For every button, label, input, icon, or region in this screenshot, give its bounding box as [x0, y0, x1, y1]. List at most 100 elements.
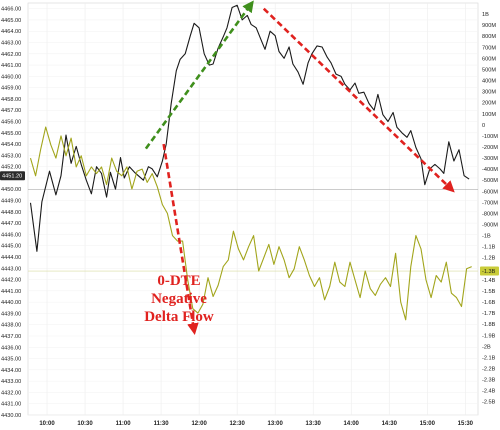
delta-flow-series-line [29, 126, 472, 321]
right-tick-label: -1.2B [482, 256, 496, 262]
left-tick-label: 4432.00 [1, 390, 21, 396]
left-tick-label: 4465.00 [1, 18, 21, 24]
left-tick-label: 4457.00 [1, 108, 21, 114]
x-tick-label: 10:00 [39, 421, 55, 427]
left-tick-label: 4438.00 [1, 323, 21, 329]
right-tick-label: 700M [482, 45, 496, 51]
price-badge-label: 4451.20 [2, 174, 22, 180]
right-tick-label: -1.5B [482, 289, 496, 295]
right-tick-label: -1.6B [482, 300, 496, 306]
left-tick-label: 4458.00 [1, 97, 21, 103]
left-tick-label: 4463.00 [1, 41, 21, 47]
reference-line-layer [28, 188, 478, 272]
right-tick-label: -800M [482, 211, 498, 217]
series-layer [29, 4, 472, 321]
left-tick-label: 4442.00 [1, 278, 21, 284]
x-tick-label: 15:00 [420, 421, 436, 427]
left-tick-label: 4464.00 [1, 29, 21, 35]
left-tick-label: 4462.00 [1, 52, 21, 58]
right-tick-label: 300M [482, 90, 496, 96]
left-tick-label: 4448.00 [1, 210, 21, 216]
right-tick-label: -500M [482, 178, 498, 184]
right-tick-label: -300M [482, 156, 498, 162]
x-tick-label: 14:00 [344, 421, 360, 427]
left-tick-label: 4466.00 [1, 7, 21, 13]
red-down-arrow-left [162, 143, 199, 335]
right-tick-label: -2.5B [482, 400, 496, 406]
left-tick-label: 4452.00 [1, 165, 21, 171]
left-tick-label: 4460.00 [1, 74, 21, 80]
right-tick-label: -1.9B [482, 333, 496, 339]
right-tick-label: -900M [482, 223, 498, 229]
right-tick-label: 900M [482, 23, 496, 29]
x-tick-label: 12:30 [229, 421, 245, 427]
red-down-arrow-right [262, 7, 455, 193]
left-tick-label: 4455.00 [1, 131, 21, 137]
right-tick-label: 600M [482, 56, 496, 62]
right-tick-label: 400M [482, 79, 496, 85]
left-tick-label: 4435.00 [1, 357, 21, 363]
green-up-arrow [144, 0, 254, 150]
left-tick-label: 4446.00 [1, 232, 21, 238]
right-tick-label: 800M [482, 34, 496, 40]
right-tick-label: 1B [482, 12, 489, 18]
left-tick-label: 4450.00 [1, 187, 21, 193]
plot-frame [27, 2, 479, 416]
right-tick-label: -2B [482, 344, 491, 350]
x-tick-label: 12:00 [191, 421, 207, 427]
right-tick-label: -100M [482, 134, 498, 140]
right-tick-label: -600M [482, 189, 498, 195]
price-series-line [29, 4, 470, 252]
x-tick-label: 15:30 [458, 421, 474, 427]
right-tick-label: -2.3B [482, 378, 496, 384]
left-tick-label: 4444.00 [1, 255, 21, 261]
axis-layer: 4430.00 4431.00 4432.00 4433.00 4434.00 4435.… [0, 7, 499, 427]
left-tick-label: 4440.00 [1, 300, 21, 306]
annotation-line: Negative [151, 291, 207, 307]
left-tick-label: 4447.00 [1, 221, 21, 227]
flow-badge [480, 266, 499, 276]
right-tick-label: 500M [482, 67, 496, 73]
right-tick-label: -1.4B [482, 278, 496, 284]
right-tick-label: -1B [482, 234, 491, 240]
right-tick-label: 0 [482, 123, 485, 129]
right-tick-label: -1.1B [482, 245, 496, 251]
left-tick-label: 4456.00 [1, 120, 21, 126]
grid-layer [27, 2, 479, 416]
right-tick-label: -200M [482, 145, 498, 151]
left-tick-label: 4437.00 [1, 334, 21, 340]
left-tick-label: 4459.00 [1, 86, 21, 92]
left-tick-label: 4445.00 [1, 244, 21, 250]
annotation-line: 0-DTE [157, 273, 200, 289]
right-tick-label: -2.2B [482, 366, 496, 372]
right-tick-label: -700M [482, 200, 498, 206]
price-badge [0, 171, 25, 181]
left-tick-label: 4453.00 [1, 153, 21, 159]
x-tick-label: 13:00 [268, 421, 284, 427]
x-tick-label: 14:30 [382, 421, 398, 427]
x-tick-label: 11:30 [154, 421, 170, 427]
annotation-layer: 0-DTE Negative Delta Flow [144, 273, 214, 325]
x-tick-label: 10:30 [77, 421, 93, 427]
left-tick-label: 4449.00 [1, 199, 21, 205]
left-tick-label: 4431.00 [1, 402, 21, 408]
left-tick-label: 4439.00 [1, 311, 21, 317]
left-tick-label: 4443.00 [1, 266, 21, 272]
right-tick-label: -2.1B [482, 355, 496, 361]
x-tick-label: 13:30 [306, 421, 322, 427]
right-tick-label: -1.8B [482, 322, 496, 328]
left-tick-label: 4436.00 [1, 345, 21, 351]
left-tick-label: 4461.00 [1, 63, 21, 69]
left-tick-label: 4441.00 [1, 289, 21, 295]
right-tick-label: -2.4B [482, 389, 496, 395]
right-tick-label: 200M [482, 101, 496, 107]
arrow-layer [144, 0, 455, 335]
left-tick-label: 4454.00 [1, 142, 21, 148]
left-tick-label: 4433.00 [1, 379, 21, 385]
right-tick-label: -1.7B [482, 311, 496, 317]
left-tick-label: 4434.00 [1, 368, 21, 374]
left-tick-label: 4430.00 [1, 413, 21, 419]
x-tick-label: 11:00 [116, 421, 132, 427]
